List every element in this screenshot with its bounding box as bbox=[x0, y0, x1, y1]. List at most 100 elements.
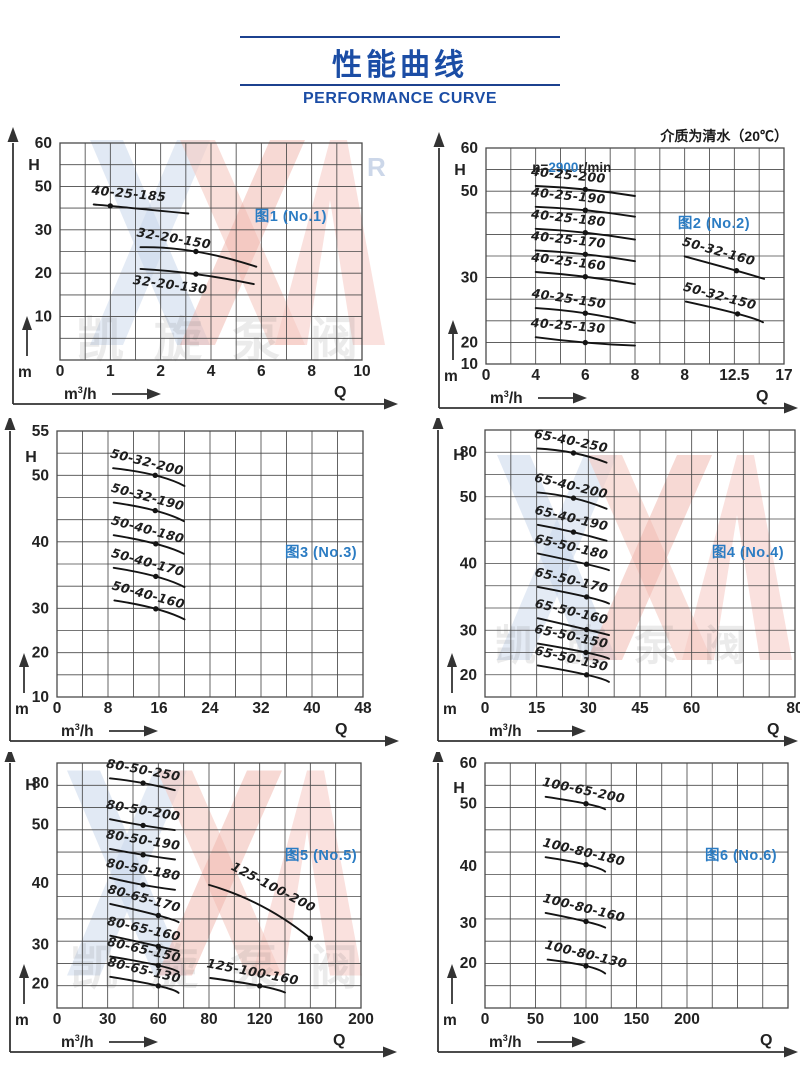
y-tick-label: 40 bbox=[460, 556, 477, 573]
page-title: 性能曲线 bbox=[332, 49, 468, 82]
logo-stroke bbox=[90, 140, 210, 345]
figure-label: 图4 (No.4) bbox=[712, 544, 784, 561]
x-axis-arrowhead bbox=[383, 1046, 397, 1058]
curve-point-40-25-185 bbox=[107, 203, 114, 209]
x-tick-label: 200 bbox=[674, 1011, 700, 1028]
y-axis-arrowhead bbox=[4, 747, 16, 762]
up-arrow-icon-head bbox=[19, 653, 29, 667]
y-tick-label: 10 bbox=[32, 689, 49, 706]
curve-label-40-25-160: 40-25-160 bbox=[530, 249, 607, 273]
x-tick-label: 8 bbox=[307, 363, 316, 380]
x-tick-label: 8 bbox=[680, 367, 689, 384]
x-axis-unit: m3/h bbox=[61, 722, 94, 740]
curve-label-50-32-160: 50-32-160 bbox=[681, 234, 757, 269]
y-tick-label: 10 bbox=[461, 356, 478, 373]
figure-label: 图5 (No.5) bbox=[285, 847, 357, 864]
y-tick-label: 30 bbox=[32, 600, 49, 617]
curve-label-125-100-200: 125-100-200 bbox=[229, 859, 318, 916]
logo-stroke bbox=[682, 455, 792, 660]
figure-label: 图3 (No.3) bbox=[285, 544, 357, 561]
x-tick-label: 0 bbox=[56, 363, 65, 380]
y-tick-label: 20 bbox=[460, 955, 477, 972]
grid-lines bbox=[56, 430, 364, 698]
curve-point-40-25-150 bbox=[582, 310, 588, 316]
curve-point-40-25-180 bbox=[582, 230, 588, 236]
y-tick-label: 10 bbox=[35, 309, 52, 326]
right-arrow-icon-head bbox=[144, 1036, 158, 1048]
x-tick-label: 50 bbox=[527, 1011, 544, 1028]
curve-point-100-65-200 bbox=[583, 801, 589, 807]
y-tick-label: 50 bbox=[460, 796, 477, 813]
x-tick-label: 24 bbox=[201, 700, 219, 717]
y-axis-symbol: H bbox=[28, 157, 40, 174]
y-tick-label: 80 bbox=[32, 775, 49, 792]
y-axis-unit: m bbox=[443, 701, 457, 718]
curve-label-65-50-170: 65-50-170 bbox=[533, 564, 609, 596]
curve-label-40-25-190: 40-25-190 bbox=[529, 184, 606, 206]
x-tick-label: 40 bbox=[303, 700, 320, 717]
registered-mark: R bbox=[367, 152, 386, 182]
curve-label-65-50-180: 65-50-180 bbox=[533, 531, 609, 563]
y-axis-unit: m bbox=[444, 368, 458, 385]
y-tick-label: 30 bbox=[461, 270, 478, 287]
y-tick-label: 50 bbox=[32, 816, 49, 833]
grid-lines bbox=[484, 762, 789, 1009]
curve-point-50-32-160 bbox=[733, 268, 740, 274]
x-tick-label: 4 bbox=[207, 363, 216, 380]
x-axis-unit: m3/h bbox=[489, 722, 522, 740]
curve-point-50-40-170 bbox=[153, 573, 159, 580]
logo-stroke bbox=[587, 455, 712, 660]
y-axis-unit: m bbox=[15, 701, 29, 718]
logo-stroke bbox=[252, 770, 362, 976]
grid-border bbox=[56, 430, 364, 698]
x-tick-label: 30 bbox=[99, 1011, 116, 1028]
curve-point-40-25-190 bbox=[582, 207, 588, 213]
x-tick-label: 120 bbox=[247, 1011, 273, 1028]
right-arrow-icon-head bbox=[147, 388, 161, 400]
up-arrow-icon-head bbox=[19, 964, 29, 978]
curve-point-50-32-150 bbox=[734, 311, 741, 317]
x-tick-label: 200 bbox=[348, 1011, 374, 1028]
x-axis-symbol: Q bbox=[335, 721, 347, 738]
right-arrow-icon-head bbox=[572, 725, 586, 737]
figure-4-plot: Hm Qm3/h 80 50 40 30 200 15 30 45 60 80 图4 (No.4) 65-… bbox=[432, 414, 800, 747]
x-tick-label: 80 bbox=[200, 1011, 217, 1028]
x-axis-symbol: Q bbox=[334, 384, 346, 401]
y-tick-label: 30 bbox=[32, 936, 49, 953]
y-tick-label: 60 bbox=[460, 755, 477, 772]
page-subtitle: PERFORMANCE CURVE bbox=[303, 90, 497, 107]
x-tick-label: 100 bbox=[573, 1011, 599, 1028]
x-tick-label: 48 bbox=[354, 700, 372, 717]
curve-point-80-65-150 bbox=[155, 962, 161, 969]
curve-point-80-50-200 bbox=[140, 822, 146, 829]
curve-point-65-40-250 bbox=[570, 450, 577, 456]
y-tick-label: 50 bbox=[460, 489, 477, 506]
y-tick-label: 40 bbox=[460, 858, 477, 875]
x-tick-label: 4 bbox=[531, 367, 540, 384]
brand-logo-watermark bbox=[492, 455, 792, 660]
brand-logo-icon bbox=[497, 455, 792, 660]
curve-point-65-50-180 bbox=[583, 561, 590, 567]
curve-point-100-80-160 bbox=[583, 918, 589, 925]
medium-note: 介质为清水（20℃） bbox=[660, 128, 788, 144]
y-axis-arrowhead bbox=[7, 127, 19, 142]
curve-point-40-25-170 bbox=[582, 251, 588, 257]
curve-point-65-40-200 bbox=[570, 495, 577, 501]
curve-point-125-100-200 bbox=[307, 935, 313, 941]
curve-label-50-32-150: 50-32-150 bbox=[682, 279, 758, 313]
x-axis-arrowhead bbox=[784, 1046, 798, 1058]
x-tick-label: 0 bbox=[481, 1011, 490, 1028]
x-tick-label: 8 bbox=[104, 700, 113, 717]
y-tick-label: 50 bbox=[35, 178, 52, 195]
x-axis-symbol: Q bbox=[756, 388, 768, 405]
y-tick-label: 30 bbox=[460, 915, 477, 932]
y-tick-label: 20 bbox=[32, 645, 49, 662]
curve-label-40-25-200: 40-25-200 bbox=[529, 163, 606, 185]
curve-32-20-150 bbox=[139, 246, 258, 268]
curve-point-65-40-190 bbox=[570, 529, 577, 535]
y-tick-label: 20 bbox=[35, 265, 52, 282]
